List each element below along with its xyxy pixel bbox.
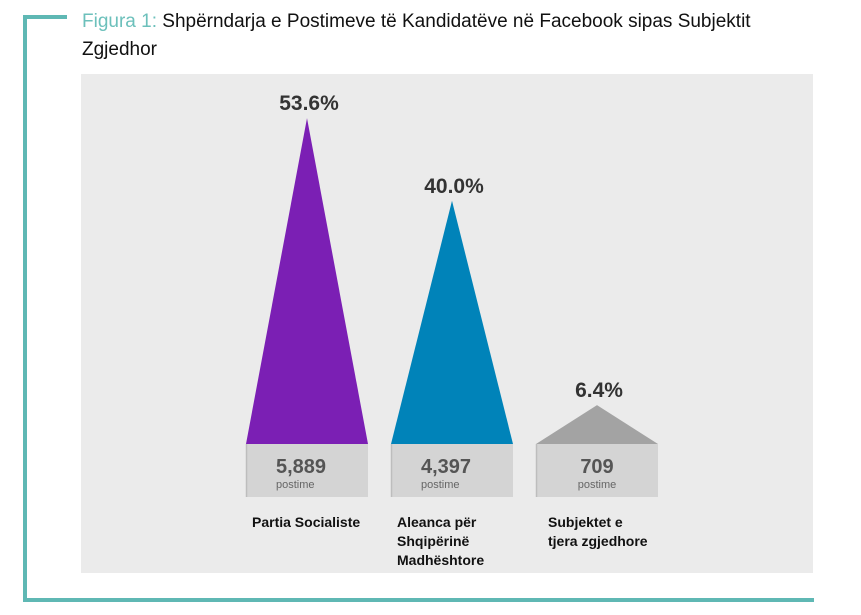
triangle-bar <box>391 200 513 444</box>
count-box <box>246 444 368 497</box>
frame-line-bottom <box>23 598 814 602</box>
figure-title: Shpërndarja e Postimeve të Kandidatëve n… <box>82 11 751 60</box>
category-label-line: Subjektet e <box>548 514 623 530</box>
category-label: Aleanca për Shqipërinë Madhështore <box>397 513 484 570</box>
count-box <box>536 444 658 497</box>
value-label: 53.6% <box>279 92 339 115</box>
category-label: Subjektet e tjera zgjedhore <box>548 513 648 551</box>
value-label: 40.0% <box>424 175 484 198</box>
triangle-bar <box>536 405 658 444</box>
count-label: 5,889 <box>276 456 326 478</box>
figure-number: Figura 1: <box>82 11 157 32</box>
category-label-line: Partia Socialiste <box>252 514 361 530</box>
value-label: 6.4% <box>575 379 623 402</box>
frame-line-top <box>23 15 67 19</box>
count-unit-label: postime <box>276 479 315 491</box>
count-unit-label: postime <box>578 479 617 491</box>
triangle-bar <box>246 118 368 444</box>
category-label-line: Aleanca për <box>397 514 477 530</box>
category-label-line: tjera zgjedhore <box>548 533 648 549</box>
count-box <box>391 444 513 497</box>
category-label-line: Shqipërinë <box>397 533 470 549</box>
count-unit-label: postime <box>421 479 460 491</box>
count-label: 4,397 <box>421 456 471 478</box>
figure-caption: Figura 1: Shpërndarja e Postimeve të Kan… <box>82 8 822 64</box>
count-label: 709 <box>580 456 613 478</box>
frame-line-left <box>23 15 27 602</box>
category-label: Partia Socialiste <box>252 513 360 532</box>
category-label-line: Madhështore <box>397 552 485 568</box>
